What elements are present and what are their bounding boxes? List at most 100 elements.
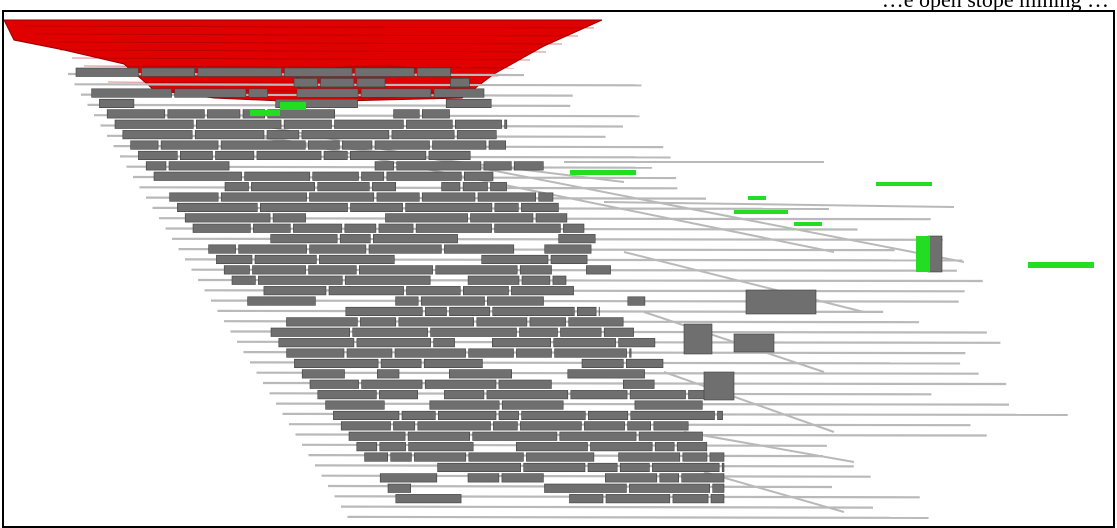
stope-block xyxy=(333,410,400,421)
figure-frame xyxy=(2,10,1115,528)
stope-block xyxy=(430,327,517,337)
stope-block xyxy=(376,192,420,202)
stope-block xyxy=(270,234,338,244)
stope-block xyxy=(220,140,306,150)
stope-block xyxy=(247,296,316,306)
stope-block xyxy=(629,348,632,358)
stope-block xyxy=(405,202,493,212)
stope-block xyxy=(653,421,689,431)
stope-block xyxy=(511,286,574,296)
stope-block xyxy=(145,161,167,171)
stope-block xyxy=(488,140,507,150)
stope-block xyxy=(498,410,519,421)
stope-block xyxy=(501,473,544,483)
stope-block xyxy=(294,358,379,369)
stope-block xyxy=(513,161,544,171)
stope-block xyxy=(379,390,418,400)
stope-block xyxy=(538,192,554,202)
stope-block xyxy=(445,98,492,108)
stope-block xyxy=(350,202,403,212)
stope-block xyxy=(254,254,317,264)
stope-block xyxy=(558,234,596,244)
highlight-segment xyxy=(250,110,280,116)
stope-block xyxy=(130,140,159,150)
stope-block xyxy=(348,431,406,441)
mine-model-view xyxy=(4,19,1094,519)
stope-block xyxy=(356,338,431,348)
stope-block xyxy=(625,358,664,369)
highlight-segment xyxy=(876,182,932,186)
stope-block xyxy=(570,390,628,400)
pit-contour xyxy=(35,33,579,37)
stope-block xyxy=(481,254,549,264)
highlighted-workings xyxy=(250,102,1094,272)
stope-block xyxy=(358,265,433,275)
stope-block xyxy=(393,421,416,431)
stope-block xyxy=(468,348,514,358)
stope-block xyxy=(432,140,487,150)
stope-block xyxy=(425,306,447,317)
stope-block xyxy=(258,275,343,285)
stope-block xyxy=(603,327,634,337)
stope-block xyxy=(312,171,359,181)
stope-block xyxy=(568,317,624,327)
stope-block xyxy=(406,119,453,129)
stope-block xyxy=(494,202,519,212)
stope-block xyxy=(429,400,500,410)
stope-block xyxy=(177,202,258,212)
stope-block xyxy=(283,119,332,129)
stope-block xyxy=(529,317,566,327)
stope-block xyxy=(328,286,404,296)
stope-block xyxy=(385,213,468,223)
stope-block xyxy=(356,442,378,452)
stope-block xyxy=(408,442,474,452)
stope-block xyxy=(581,358,624,369)
stope-block xyxy=(627,296,646,306)
stope-block xyxy=(207,109,241,119)
stope-block xyxy=(428,150,471,160)
stope-block xyxy=(216,254,253,264)
stope-block xyxy=(91,88,172,98)
drift-level xyxy=(347,515,929,519)
stope-block xyxy=(519,327,558,337)
stope-block xyxy=(634,400,703,410)
stope-block xyxy=(462,182,488,192)
stope-block xyxy=(638,431,703,441)
stope-block xyxy=(376,369,400,379)
stope-block xyxy=(317,390,377,400)
stope-block xyxy=(552,275,567,285)
stope-block xyxy=(467,275,520,285)
stope-block xyxy=(293,223,343,233)
stope-block xyxy=(494,223,561,233)
stope-block xyxy=(441,182,461,192)
stope-block xyxy=(122,130,193,140)
stope-block xyxy=(354,67,415,77)
stope-block xyxy=(477,192,537,202)
stope-block xyxy=(622,379,655,389)
stope-block xyxy=(167,109,205,119)
stope-block xyxy=(395,494,462,504)
stope-block xyxy=(301,130,390,140)
ramp xyxy=(683,431,855,463)
stope-block xyxy=(309,244,367,254)
stope-block xyxy=(194,130,265,140)
stope-block xyxy=(604,473,658,483)
stope-block xyxy=(307,140,340,150)
stope-block xyxy=(486,390,569,400)
stope-block xyxy=(309,192,375,202)
stope-block xyxy=(356,78,386,88)
stope-block xyxy=(416,67,451,77)
stope-block xyxy=(361,171,385,181)
stope-block xyxy=(414,452,467,462)
stope-block xyxy=(676,442,708,452)
stope-block xyxy=(192,223,251,233)
stope-block xyxy=(169,192,219,202)
stope-block xyxy=(560,327,602,337)
stope-block xyxy=(349,150,427,160)
stope-block xyxy=(681,473,725,483)
stope-block xyxy=(208,244,236,254)
stope-block xyxy=(319,254,395,264)
stope-block xyxy=(340,421,391,431)
stope-block xyxy=(590,442,653,452)
caption-text: …e open stope mining … xyxy=(882,0,1109,11)
